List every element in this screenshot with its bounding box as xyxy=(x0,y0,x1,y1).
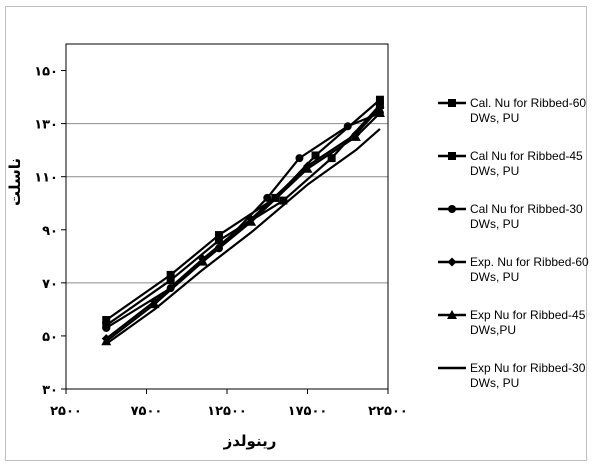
series-line xyxy=(105,98,381,321)
data-point xyxy=(246,216,257,226)
legend-marker xyxy=(448,205,456,213)
data-point xyxy=(102,316,111,324)
data-point xyxy=(311,151,320,160)
series-6 xyxy=(105,128,381,345)
data-point xyxy=(214,236,223,245)
data-point xyxy=(102,323,111,332)
chart-frame xyxy=(5,6,587,461)
y-axis-title: ناسلت xyxy=(6,158,24,206)
x-axis-title: رینولدز xyxy=(223,432,277,450)
y-tick-label: ۳۰ xyxy=(42,383,58,398)
legend-label-line: DWs,PU xyxy=(470,323,516,337)
y-axis-ticks: ۳۰ ۵۰ ۷۰ ۹۰ ۱۱۰ ۱۳۰ ۱۵۰ xyxy=(34,65,66,398)
data-point xyxy=(166,270,175,279)
y-tick-label: ۵۰ xyxy=(42,330,58,345)
legend-label-line: DWs, PU xyxy=(470,217,519,231)
x-tick-label: ۷۵۰۰ xyxy=(131,404,163,419)
data-point xyxy=(375,103,385,113)
legend-label: Exp. Nu for Ribbed-60 DWs, PU xyxy=(470,255,589,284)
legend-label-line: Cal. Nu for Ribbed-60 xyxy=(470,96,586,110)
legend-label-line: Exp Nu for Ribbed-30 xyxy=(470,361,586,375)
legend-label-line: Cal Nu for Ribbed-30 xyxy=(470,202,583,216)
data-point xyxy=(302,163,313,173)
legend-label-line: Exp. Nu for Ribbed-60 xyxy=(470,255,589,269)
y-tick-label: ۷۰ xyxy=(42,277,58,292)
y-tick-label: ۱۱۰ xyxy=(34,171,58,186)
data-point xyxy=(214,231,223,240)
legend-label-line: Cal Nu for Ribbed-45 xyxy=(470,149,583,163)
data-point xyxy=(149,299,160,309)
legend-label: Cal Nu for Ribbed-30 DWs, PU xyxy=(470,202,583,231)
legend-marker xyxy=(447,310,457,319)
x-tick-label: ۲۵۰۰ xyxy=(50,404,82,419)
x-tick-label: ۱۲۵۰۰ xyxy=(207,404,247,419)
legend-entry: Exp Nu for Ribbed-30 DWs, PU xyxy=(438,361,586,390)
legend-label-line: Exp Nu for Ribbed-45 xyxy=(470,308,586,322)
legend-entry: Exp. Nu for Ribbed-60 DWs, PU xyxy=(438,255,589,284)
y-tick-label: ۹۰ xyxy=(42,224,58,239)
legend-label-line: DWs, PU xyxy=(470,270,519,284)
data-point xyxy=(343,122,352,131)
legend-marker xyxy=(448,152,456,160)
legend-label-line: DWs, PU xyxy=(470,111,519,125)
legend-label: Cal. Nu for Ribbed-60 DWs, PU xyxy=(470,96,586,125)
legend-label: Cal Nu for Ribbed-45 DWs, PU xyxy=(470,149,583,178)
legend-entry: Cal Nu for Ribbed-45 DWs, PU xyxy=(438,149,583,178)
legend-entry: Cal Nu for Ribbed-30 DWs, PU xyxy=(438,202,583,231)
data-point xyxy=(295,154,304,163)
x-axis-ticks: ۲۵۰۰ ۷۵۰۰ ۱۲۵۰۰ ۱۷۵۰۰ ۲۲۵۰۰ xyxy=(50,389,408,419)
x-tick-label: ۱۷۵۰۰ xyxy=(288,404,328,419)
legend-marker xyxy=(447,257,457,267)
data-point xyxy=(375,95,384,104)
gridlines xyxy=(66,123,388,284)
data-point xyxy=(327,154,336,163)
legend-entry: Cal. Nu for Ribbed-60 DWs, PU xyxy=(438,96,586,125)
data-point xyxy=(263,193,272,202)
data-point xyxy=(279,196,288,205)
data-point xyxy=(197,256,208,266)
data-point xyxy=(166,276,175,285)
legend-label-line: DWs, PU xyxy=(470,164,519,178)
series-5 xyxy=(101,108,385,346)
legend-label: Exp Nu for Ribbed-30 DWs, PU xyxy=(470,361,586,390)
y-tick-label: ۱۵۰ xyxy=(34,65,58,80)
legend-marker xyxy=(448,99,456,107)
series-layer xyxy=(101,95,385,346)
data-point xyxy=(350,131,361,141)
legend-entry: Exp Nu for Ribbed-45 DWs,PU xyxy=(438,308,586,337)
legend-label: Exp Nu for Ribbed-45 DWs,PU xyxy=(470,308,586,337)
legend-label-line: DWs, PU xyxy=(470,376,519,390)
series-2 xyxy=(102,101,384,330)
series-line xyxy=(105,128,381,345)
y-tick-label: ۱۳۰ xyxy=(34,118,58,133)
x-tick-label: ۲۲۵۰۰ xyxy=(368,404,408,419)
data-point xyxy=(374,108,385,117)
